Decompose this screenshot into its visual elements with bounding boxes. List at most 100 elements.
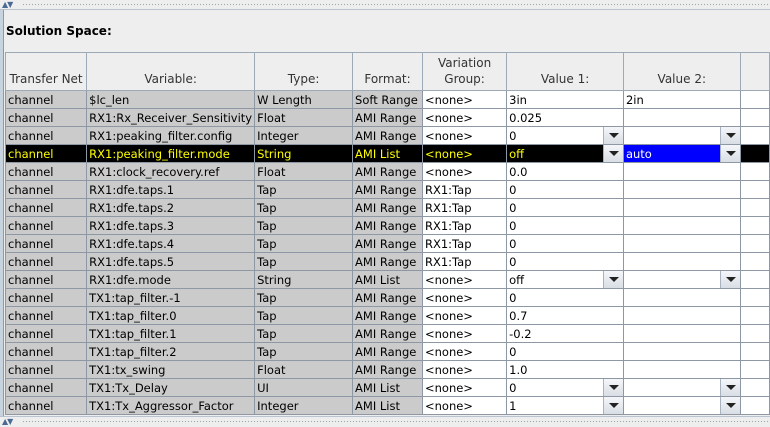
value-2-cell[interactable]	[622, 216, 741, 235]
value-1-cell-text: 3in	[509, 92, 527, 107]
dropdown-arrow-icon[interactable]	[719, 397, 740, 414]
value-2-cell[interactable]	[622, 378, 741, 397]
variation-group-cell[interactable]: RX1:Tap	[421, 198, 508, 217]
variation-group-cell[interactable]: <none>	[421, 396, 508, 415]
header-format[interactable]: Format:	[352, 52, 423, 91]
table-row[interactable]: channel RX1:Rx_Receiver_Sensitivity Float A…	[4, 108, 770, 127]
value-1-cell[interactable]: 0.0	[506, 162, 624, 181]
table-row[interactable]: channel RX1:peaking_filter.config Integer A…	[4, 126, 770, 145]
transfer-net-cell-text: channel	[8, 290, 54, 305]
value-2-cell[interactable]	[622, 360, 741, 379]
variation-group-cell[interactable]: <none>	[421, 108, 508, 127]
variation-group-cell[interactable]: RX1:Tap	[421, 252, 508, 271]
table-row[interactable]: channel TX1:tap_filter.2 Tap AMI Range <none…	[4, 342, 770, 361]
value-1-cell[interactable]: 0	[506, 378, 624, 397]
table-row[interactable]: channel TX1:Tx_Aggressor_Factor Integer AMI…	[4, 396, 770, 415]
header-variation-group[interactable]: Variation Group:	[421, 52, 508, 91]
variation-group-cell[interactable]: <none>	[421, 378, 508, 397]
dropdown-arrow-icon[interactable]	[719, 127, 740, 144]
value-2-cell[interactable]	[622, 252, 741, 271]
value-2-cell[interactable]	[622, 306, 741, 325]
table-row[interactable]: channel TX1:tap_filter.1 Tap AMI Range <none…	[4, 324, 770, 343]
value-1-cell[interactable]: 0	[506, 342, 624, 361]
variation-group-cell[interactable]: RX1:Tap	[421, 234, 508, 253]
value-1-cell[interactable]: 0.7	[506, 306, 624, 325]
variation-group-cell[interactable]: <none>	[421, 162, 508, 181]
dropdown-arrow-icon[interactable]	[602, 271, 623, 288]
variation-group-cell[interactable]: <none>	[421, 126, 508, 145]
table-row[interactable]: channel RX1:dfe.taps.3 Tap AMI Range RX1:Tap…	[4, 216, 770, 235]
format-cell: AMI List	[352, 270, 423, 289]
value-1-cell[interactable]: 0	[506, 180, 624, 199]
variation-group-cell[interactable]: <none>	[421, 288, 508, 307]
value-1-cell[interactable]: 1.0	[506, 360, 624, 379]
value-1-cell[interactable]: 3in	[506, 90, 624, 109]
value-2-cell[interactable]: 2in	[622, 90, 741, 109]
value-2-cell[interactable]	[622, 180, 741, 199]
value-2-cell[interactable]	[622, 324, 741, 343]
variation-group-cell[interactable]: <none>	[421, 324, 508, 343]
variation-group-cell[interactable]: <none>	[421, 360, 508, 379]
variation-group-cell[interactable]: <none>	[421, 306, 508, 325]
variation-group-cell[interactable]: <none>	[421, 90, 508, 109]
table-row[interactable]: channel RX1:dfe.taps.5 Tap AMI Range RX1:Tap…	[4, 252, 770, 271]
table-row[interactable]: channel RX1:dfe.taps.1 Tap AMI Range RX1:Tap…	[4, 180, 770, 199]
value-2-cell[interactable]	[622, 126, 741, 145]
variation-group-cell-text: <none>	[424, 326, 473, 341]
value-2-cell[interactable]	[622, 198, 741, 217]
value-1-cell[interactable]: 0	[506, 216, 624, 235]
collapse-arrows-icon[interactable]: ▲▼	[2, 417, 13, 426]
transfer-net-cell: channel	[4, 270, 88, 289]
collapse-arrows-icon[interactable]: ▲▼	[2, 0, 13, 9]
header-variable[interactable]: Variable:	[86, 52, 256, 91]
dropdown-arrow-icon[interactable]	[719, 145, 740, 162]
table-row[interactable]: channel RX1:dfe.taps.4 Tap AMI Range RX1:Tap…	[4, 234, 770, 253]
dropdown-arrow-icon[interactable]	[602, 127, 623, 144]
value-1-cell[interactable]: 0	[506, 234, 624, 253]
value-2-cell[interactable]	[622, 288, 741, 307]
table-row[interactable]: channel TX1:tx_swing Float AMI Range <none> 1…	[4, 360, 770, 379]
value-2-cell[interactable]	[622, 342, 741, 361]
value-2-cell[interactable]: auto	[622, 144, 741, 163]
dropdown-arrow-icon[interactable]	[602, 397, 623, 414]
value-2-cell[interactable]	[622, 108, 741, 127]
dropdown-arrow-icon[interactable]	[602, 145, 623, 162]
header-value-2[interactable]: Value 2:	[622, 52, 741, 91]
value-1-cell[interactable]: 1	[506, 396, 624, 415]
value-1-cell[interactable]: 0	[506, 198, 624, 217]
value-1-cell[interactable]: off	[506, 144, 624, 163]
value-2-cell[interactable]	[622, 396, 741, 415]
value-1-cell[interactable]: -0.2	[506, 324, 624, 343]
variation-group-cell[interactable]: <none>	[421, 144, 508, 163]
variation-group-cell[interactable]: <none>	[421, 270, 508, 289]
value-1-cell[interactable]: 0.025	[506, 108, 624, 127]
table-row[interactable]: channel RX1:dfe.taps.2 Tap AMI Range RX1:Tap…	[4, 198, 770, 217]
table-row[interactable]: channel RX1:clock_recovery.ref Float AMI Ra…	[4, 162, 770, 181]
value-1-cell[interactable]: 0	[506, 126, 624, 145]
type-cell-text: Tap	[257, 308, 277, 323]
table-row[interactable]: channel RX1:peaking_filter.mode String AMI …	[4, 144, 770, 163]
top-splitter[interactable]: ▲▼	[0, 0, 770, 10]
table-row[interactable]: channel RX1:dfe.mode String AMI List <none> o…	[4, 270, 770, 289]
dropdown-arrow-icon[interactable]	[719, 271, 740, 288]
variation-group-cell[interactable]: RX1:Tap	[421, 180, 508, 199]
value-1-cell[interactable]: off	[506, 270, 624, 289]
header-transfer-net[interactable]: Transfer Net	[4, 52, 88, 91]
variation-group-cell[interactable]: RX1:Tap	[421, 216, 508, 235]
header-type[interactable]: Type:	[254, 52, 354, 91]
table-row[interactable]: channel TX1:Tx_Delay UI AMI List <none> 0	[4, 378, 770, 397]
table-row[interactable]: channel $lc_len W Length Soft Range <none> 3i…	[4, 90, 770, 109]
value-1-cell[interactable]: 0	[506, 252, 624, 271]
header-value-1[interactable]: Value 1:	[506, 52, 624, 91]
table-row[interactable]: channel TX1:tap_filter.-1 Tap AMI Range <non…	[4, 288, 770, 307]
value-2-cell[interactable]	[622, 234, 741, 253]
bottom-splitter[interactable]: ▲▼	[0, 416, 770, 426]
value-2-cell[interactable]	[622, 162, 741, 181]
value-1-cell[interactable]: 0	[506, 288, 624, 307]
variation-group-cell[interactable]: <none>	[421, 342, 508, 361]
dropdown-arrow-icon[interactable]	[602, 379, 623, 396]
dropdown-arrow-icon[interactable]	[719, 379, 740, 396]
header-extra[interactable]	[739, 52, 770, 91]
value-2-cell[interactable]	[622, 270, 741, 289]
table-row[interactable]: channel TX1:tap_filter.0 Tap AMI Range <none…	[4, 306, 770, 325]
